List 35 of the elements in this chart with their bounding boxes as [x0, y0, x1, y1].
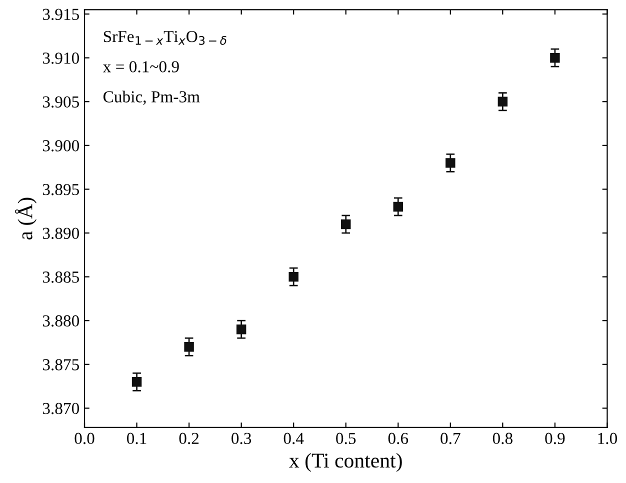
x-tick-label: 0.2: [179, 432, 199, 444]
text: 1.0: [598, 432, 617, 444]
y-tick-label: 3.915: [42, 8, 79, 20]
point: [236, 324, 246, 334]
annotation: SrFe$_{1−x}$Ti$_{x}$O$_{3−δ}$: [104, 30, 226, 45]
x-tick-label: 0.3: [232, 432, 252, 444]
x-tick-label: 0.9: [545, 432, 565, 444]
point: [341, 219, 351, 230]
y-tick-label: 3.885: [42, 272, 79, 283]
y-tick-label: 3.895: [42, 184, 79, 196]
point: [446, 158, 456, 168]
y-tick-label: 3.875: [42, 359, 79, 370]
text: 3.870: [42, 402, 80, 414]
point: [393, 202, 403, 212]
y-axis-title: a (Å): [14, 198, 37, 240]
point: [132, 377, 142, 387]
text: 3.910: [42, 52, 80, 64]
y-tick-label: 3.905: [42, 96, 79, 108]
point: [498, 96, 508, 106]
x-tick-label: 0.6: [388, 432, 408, 444]
x-tick-label: 0.5: [336, 432, 356, 444]
annotation: x = 0.1~0.9: [102, 61, 179, 72]
annotation: Cubic, Pm-3m: [103, 90, 200, 105]
x-tick-label: 0.7: [440, 432, 460, 444]
text: 0.0: [74, 432, 94, 444]
point: [288, 272, 298, 282]
x-tick-label: 0.4: [284, 432, 304, 444]
x-axis-title: x (Ti content): [289, 452, 402, 472]
text: 3.900: [42, 140, 80, 152]
x-tick-label: 0.8: [492, 432, 512, 444]
x-tick-label: 0.1: [127, 432, 146, 444]
text: 3.890: [42, 228, 80, 240]
point: [550, 52, 560, 63]
text: 3.880: [42, 315, 80, 327]
point: [184, 342, 194, 352]
